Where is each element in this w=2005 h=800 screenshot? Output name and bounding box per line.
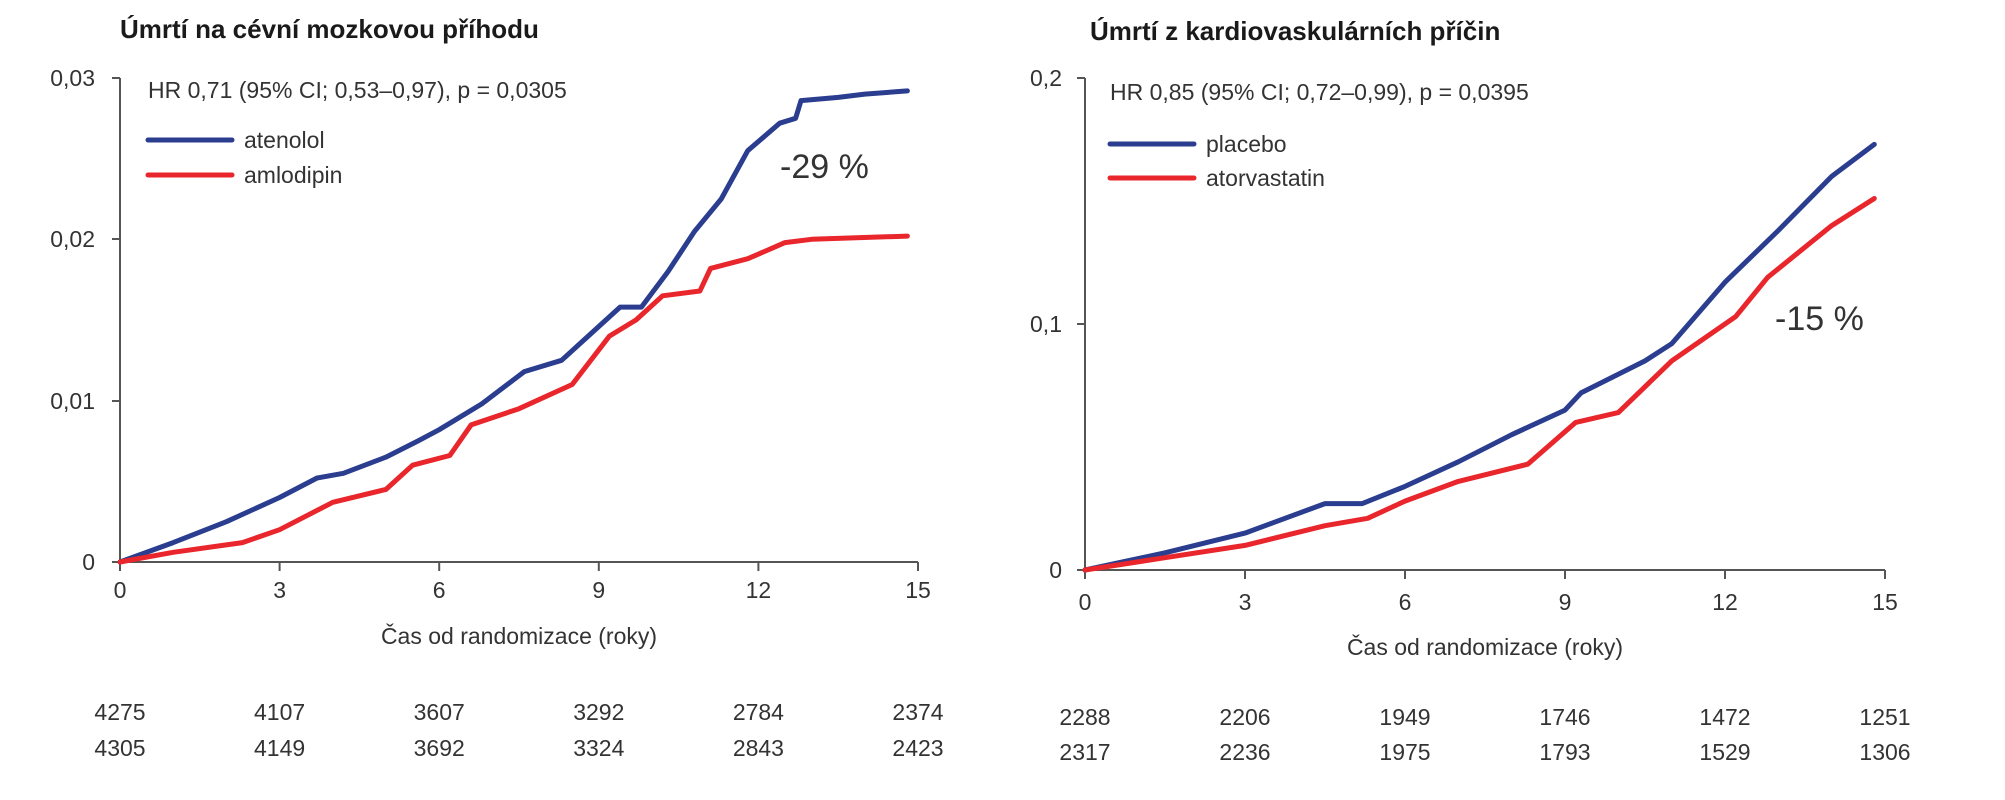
risk-table-cell: 2423: [892, 735, 943, 761]
x-tick-label: 12: [746, 577, 772, 603]
series-line-placebo: [1082, 141, 1877, 573]
x-tick-label: 9: [592, 577, 605, 603]
legend-label-amlodipin: amlodipin: [244, 162, 342, 188]
risk-table-cell: 3292: [573, 699, 624, 725]
risk-table-cell: 1793: [1539, 739, 1590, 765]
legend-label-placebo: placebo: [1206, 131, 1287, 157]
risk-table-cell: 1306: [1859, 739, 1910, 765]
risk-table-cell: 4275: [94, 699, 145, 725]
x-tick-label: 6: [433, 577, 446, 603]
x-tick-label: 0: [114, 577, 127, 603]
x-tick-label: 0: [1079, 589, 1092, 615]
risk-table-cell: 1529: [1699, 739, 1750, 765]
legend-label-atenolol: atenolol: [244, 127, 325, 153]
y-tick-label: 0,03: [50, 65, 95, 91]
risk-table-cell: 4305: [94, 735, 145, 761]
y-tick-label: 0,01: [50, 388, 95, 414]
chart-right-reduction-label: -15 %: [1775, 300, 1864, 338]
chart-right-x-axis-label: Čas od randomizace (roky): [1347, 633, 1623, 660]
risk-table-cell: 1472: [1699, 704, 1750, 730]
y-tick-label: 0,2: [1030, 65, 1062, 91]
chart-left: Úmrtí na cévní mozkovou příhodu HR 0,71 …: [50, 14, 944, 761]
risk-table-cell: 2236: [1219, 739, 1270, 765]
x-tick-label: 12: [1712, 589, 1738, 615]
chart-right-title: Úmrtí z kardiovaskulárních příčin: [1090, 16, 1500, 46]
legend-label-atorvastatin: atorvastatin: [1206, 165, 1325, 191]
risk-table-cell: 3324: [573, 735, 624, 761]
risk-table-cell: 1975: [1379, 739, 1430, 765]
risk-table-cell: 1251: [1859, 704, 1910, 730]
risk-table-cell: 4149: [254, 735, 305, 761]
chart-left-reduction-label: -29 %: [780, 148, 869, 186]
risk-table-cell: 2317: [1059, 739, 1110, 765]
x-tick-label: 15: [1872, 589, 1898, 615]
x-tick-label: 15: [905, 577, 931, 603]
risk-table-cell: 3692: [414, 735, 465, 761]
risk-table-cell: 1949: [1379, 704, 1430, 730]
chart-left-hr-annotation: HR 0,71 (95% CI; 0,53–0,97), p = 0,0305: [148, 77, 567, 103]
x-tick-label: 6: [1399, 589, 1412, 615]
y-tick-label: 0: [82, 549, 95, 575]
chart-right-hr-annotation: HR 0,85 (95% CI; 0,72–0,99), p = 0,0395: [1110, 79, 1529, 105]
chart-right: Úmrtí z kardiovaskulárních příčin HR 0,8…: [1030, 16, 1911, 765]
x-tick-label: 3: [1239, 589, 1252, 615]
series-line-atorvastatin: [1082, 196, 1877, 573]
series-line-atenolol: [117, 88, 910, 565]
y-tick-label: 0,02: [50, 226, 95, 252]
risk-table-cell: 2206: [1219, 704, 1270, 730]
risk-table-cell: 4107: [254, 699, 305, 725]
risk-table-cell: 2843: [733, 735, 784, 761]
series-line-amlodipin: [117, 233, 910, 565]
x-tick-label: 9: [1559, 589, 1572, 615]
risk-table-cell: 3607: [414, 699, 465, 725]
y-tick-label: 0: [1049, 557, 1062, 583]
y-tick-label: 0,1: [1030, 311, 1062, 337]
risk-table-cell: 2374: [892, 699, 943, 725]
chart-left-title: Úmrtí na cévní mozkovou příhodu: [120, 14, 539, 44]
chart-right-axes: [1084, 78, 1885, 571]
x-tick-label: 3: [273, 577, 286, 603]
chart-left-x-axis-label: Čas od randomizace (roky): [381, 622, 657, 649]
risk-table-cell: 2288: [1059, 704, 1110, 730]
risk-table-cell: 1746: [1539, 704, 1590, 730]
risk-table-cell: 2784: [733, 699, 784, 725]
